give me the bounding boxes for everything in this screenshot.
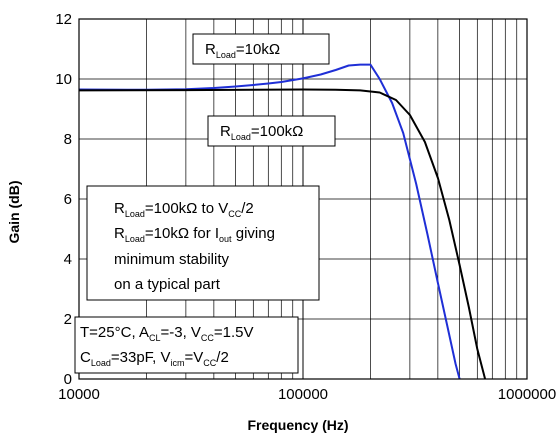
annotation-conditions-box: T=25°C, ACL=-3, VCC=1.5V CLoad=33pF, Vic… [74, 316, 299, 374]
label-rload-10k: RLoad=10kΩ [192, 33, 330, 65]
svg-text:minimum stability: minimum stability [114, 251, 230, 268]
y-tick-labels: 0 2 4 6 8 10 12 [55, 11, 72, 388]
svg-text:CLoad=33pF, Vicm=VCC/2: CLoad=33pF, Vicm=VCC/2 [80, 349, 229, 368]
y-tick-label: 10 [55, 71, 72, 88]
y-tick-label: 6 [64, 191, 72, 208]
x-tick-label: 100000 [278, 386, 328, 403]
series-line-rload-100k [78, 88, 487, 380]
y-tick-label: 2 [64, 311, 72, 328]
svg-text:RLoad=100kΩ to VCC/2: RLoad=100kΩ to VCC/2 [114, 200, 254, 219]
svg-text:RLoad=10kΩ: RLoad=10kΩ [205, 41, 280, 60]
annotation-stability-box: RLoad=100kΩ to VCC/2 RLoad=10kΩ for Iout… [86, 185, 320, 301]
svg-text:RLoad=10kΩ for Iout giving: RLoad=10kΩ for Iout giving [114, 225, 275, 244]
y-tick-label: 4 [64, 251, 72, 268]
x-axis-title: Frequency (Hz) [247, 417, 348, 433]
svg-text:RLoad=100kΩ: RLoad=100kΩ [220, 123, 303, 142]
x-tick-label: 10000 [58, 386, 100, 403]
y-tick-label: 12 [55, 11, 72, 28]
x-tick-label: 1000000 [498, 386, 556, 403]
y-tick-label: 0 [64, 371, 72, 388]
label-rload-100k: RLoad=100kΩ [207, 115, 336, 147]
plot-frame [78, 18, 528, 380]
y-axis-title: Gain (dB) [6, 181, 22, 244]
x-tick-labels: 10000 100000 1000000 [58, 386, 556, 403]
series-line-rload-10k [78, 63, 461, 380]
series-lines [78, 63, 487, 380]
svg-text:T=25°C, ACL=-3, VCC=1.5V: T=25°C, ACL=-3, VCC=1.5V [80, 324, 254, 343]
svg-text:on a typical part: on a typical part [114, 276, 221, 293]
y-tick-label: 8 [64, 131, 72, 148]
